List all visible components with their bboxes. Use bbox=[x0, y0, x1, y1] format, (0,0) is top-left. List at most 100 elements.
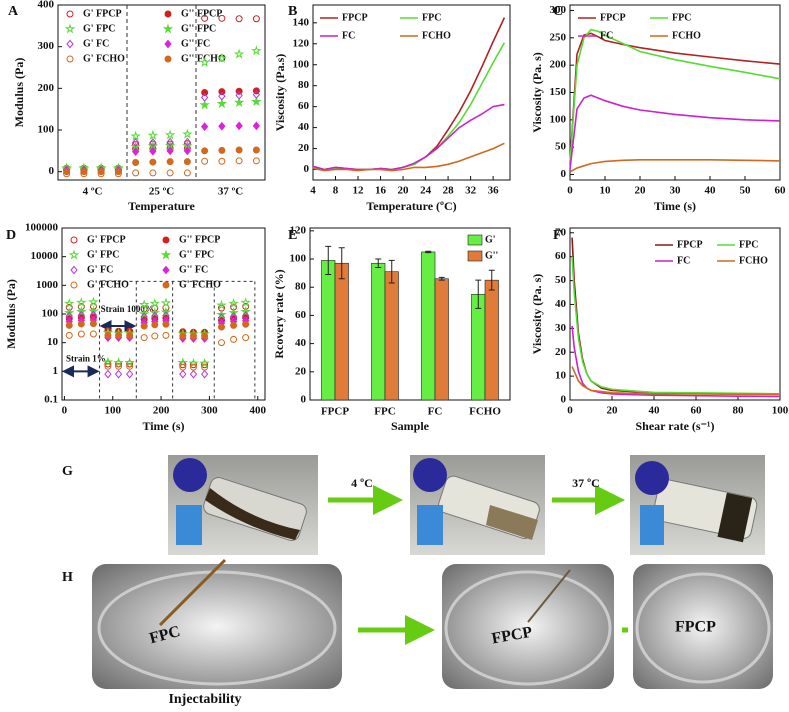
bar bbox=[334, 262, 349, 401]
point bbox=[164, 129, 176, 140]
point bbox=[97, 168, 105, 176]
x-tick-label: 28 bbox=[443, 185, 455, 197]
point bbox=[199, 56, 210, 67]
point bbox=[218, 323, 225, 331]
y-tick-label: 100 bbox=[42, 308, 59, 320]
y-tick-label: 100 bbox=[293, 58, 310, 70]
y-tick-label: 60 bbox=[298, 100, 310, 112]
error-bar bbox=[488, 269, 495, 291]
point bbox=[115, 360, 123, 368]
point bbox=[63, 168, 71, 176]
y-tick-label: 0 bbox=[561, 394, 567, 406]
error-bar bbox=[375, 258, 382, 268]
photo: FPCP bbox=[633, 564, 773, 689]
point bbox=[151, 332, 159, 340]
line bbox=[569, 94, 781, 170]
y-tick-label: 140 bbox=[293, 16, 310, 28]
point bbox=[218, 339, 225, 347]
y-tick-label: 400 bbox=[38, 0, 55, 11]
x-tick-label: 400 bbox=[250, 405, 267, 417]
point bbox=[179, 332, 187, 340]
x-tick-label: 40 bbox=[705, 185, 717, 197]
panel-letter: G bbox=[62, 464, 73, 479]
x-tick-label: 4 bbox=[310, 185, 316, 197]
x-tick-label: FPCP bbox=[321, 406, 349, 418]
y-tick-label: 10 bbox=[47, 336, 59, 348]
point bbox=[166, 158, 174, 166]
point bbox=[228, 298, 239, 309]
legend-label: G' FPCP bbox=[87, 234, 126, 245]
x-tick-label: 300 bbox=[201, 405, 218, 417]
point bbox=[179, 363, 187, 371]
error-bar bbox=[388, 259, 395, 284]
point bbox=[251, 96, 262, 107]
point bbox=[251, 45, 262, 56]
legend-swatch bbox=[70, 281, 78, 289]
error-bar bbox=[425, 250, 432, 254]
y-axis-label: Modulus (Pa) bbox=[12, 58, 26, 128]
legend-swatch bbox=[162, 236, 170, 244]
x-tick-label: 12 bbox=[353, 185, 365, 197]
legend-label: G' FPCP bbox=[83, 8, 122, 19]
legend-swatch bbox=[66, 55, 74, 63]
y-axis-label: Modulus (Pa) bbox=[4, 279, 18, 349]
point bbox=[166, 137, 174, 147]
point bbox=[242, 320, 250, 328]
point bbox=[252, 146, 260, 154]
point bbox=[64, 298, 75, 309]
legend-swatch bbox=[164, 10, 172, 18]
point bbox=[235, 91, 243, 100]
point bbox=[104, 360, 112, 368]
point bbox=[77, 330, 85, 338]
point bbox=[149, 298, 161, 309]
x-tick-label: 0 bbox=[567, 185, 573, 197]
plot-frame bbox=[312, 4, 511, 181]
point bbox=[138, 299, 150, 310]
point bbox=[252, 15, 260, 23]
y-axis-label: Viscosity (Pa. s) bbox=[530, 52, 544, 133]
point bbox=[89, 330, 97, 338]
point bbox=[189, 369, 198, 379]
x-tick-label: 0 bbox=[567, 405, 573, 417]
point bbox=[183, 158, 191, 166]
point bbox=[199, 99, 210, 110]
point bbox=[200, 93, 209, 102]
point bbox=[201, 14, 209, 22]
point bbox=[183, 169, 191, 177]
x-tick-label: 36 bbox=[488, 185, 500, 197]
y-tick-label: 20 bbox=[295, 365, 307, 377]
legend-swatch bbox=[70, 265, 78, 275]
y-tick-label: 200 bbox=[550, 59, 567, 71]
point bbox=[88, 296, 99, 307]
legend-swatch bbox=[162, 23, 174, 34]
y-tick-label: 50 bbox=[555, 141, 567, 153]
y-tick-label: 100 bbox=[550, 113, 567, 125]
x-tick-label: 30 bbox=[670, 185, 682, 197]
chart: B Temperature (ºC) Viscosity (Pa.s) 0 20 40 60… bbox=[273, 4, 511, 213]
legend-swatch bbox=[64, 23, 76, 34]
x-tick-label: 24 bbox=[420, 185, 432, 197]
point bbox=[201, 89, 209, 96]
point bbox=[126, 331, 134, 339]
legend-label: G' FPC bbox=[83, 23, 116, 34]
y-tick-label: 1 bbox=[53, 365, 59, 377]
point bbox=[149, 138, 157, 147]
point bbox=[149, 169, 157, 177]
point bbox=[140, 322, 148, 330]
y-tick-label: 0.1 bbox=[44, 394, 58, 406]
bar bbox=[371, 262, 386, 401]
annotation: Strain 1% bbox=[66, 353, 106, 363]
point bbox=[162, 331, 170, 339]
point bbox=[76, 297, 87, 308]
x-tick-label: 0 bbox=[62, 405, 68, 417]
point bbox=[104, 369, 112, 379]
point bbox=[115, 331, 123, 339]
x-tick-label: 25 ºC bbox=[149, 186, 174, 198]
panel-letter: D bbox=[6, 228, 16, 243]
point bbox=[235, 146, 243, 154]
y-tick-label: 0 bbox=[561, 168, 567, 180]
point bbox=[201, 361, 209, 369]
legend-label: G' FC bbox=[83, 38, 109, 49]
x-tick-label: 37 ºC bbox=[218, 186, 243, 198]
point bbox=[201, 157, 209, 165]
